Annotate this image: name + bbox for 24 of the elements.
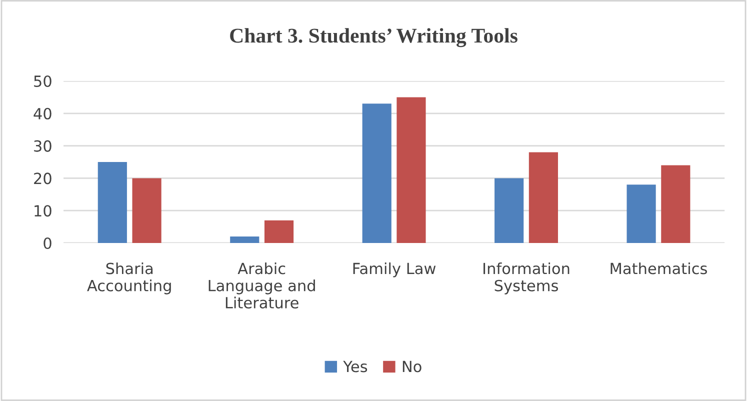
bar [661,165,690,244]
y-tick-label: 40 [34,108,52,120]
bar [528,152,558,244]
x-tick-label: Arabic Language and Literature [208,262,315,308]
bar [362,104,392,244]
x-tick-label: Information Systems [484,262,570,294]
y-tick-label: 30 [34,140,52,152]
y-tick-label: 10 [34,205,52,217]
x-tick-label: Family Law [353,262,436,278]
y-tick-label: 50 [34,75,52,88]
bar [494,178,524,244]
bar [230,236,260,244]
bar [132,178,162,244]
chart-title: Chart 3. Students’ Writing Tools [230,28,518,48]
y-tick-label: 20 [34,172,52,184]
x-tick-label: Mathematics [610,262,707,274]
bar [98,162,127,244]
x-tick-label: Sharia Accounting [87,262,171,294]
bar [396,97,426,244]
legend-label: Yes [343,360,368,372]
y-tick-label: 0 [44,237,52,250]
bar [626,184,656,244]
bar [264,220,294,244]
legend-label: No [402,360,422,372]
